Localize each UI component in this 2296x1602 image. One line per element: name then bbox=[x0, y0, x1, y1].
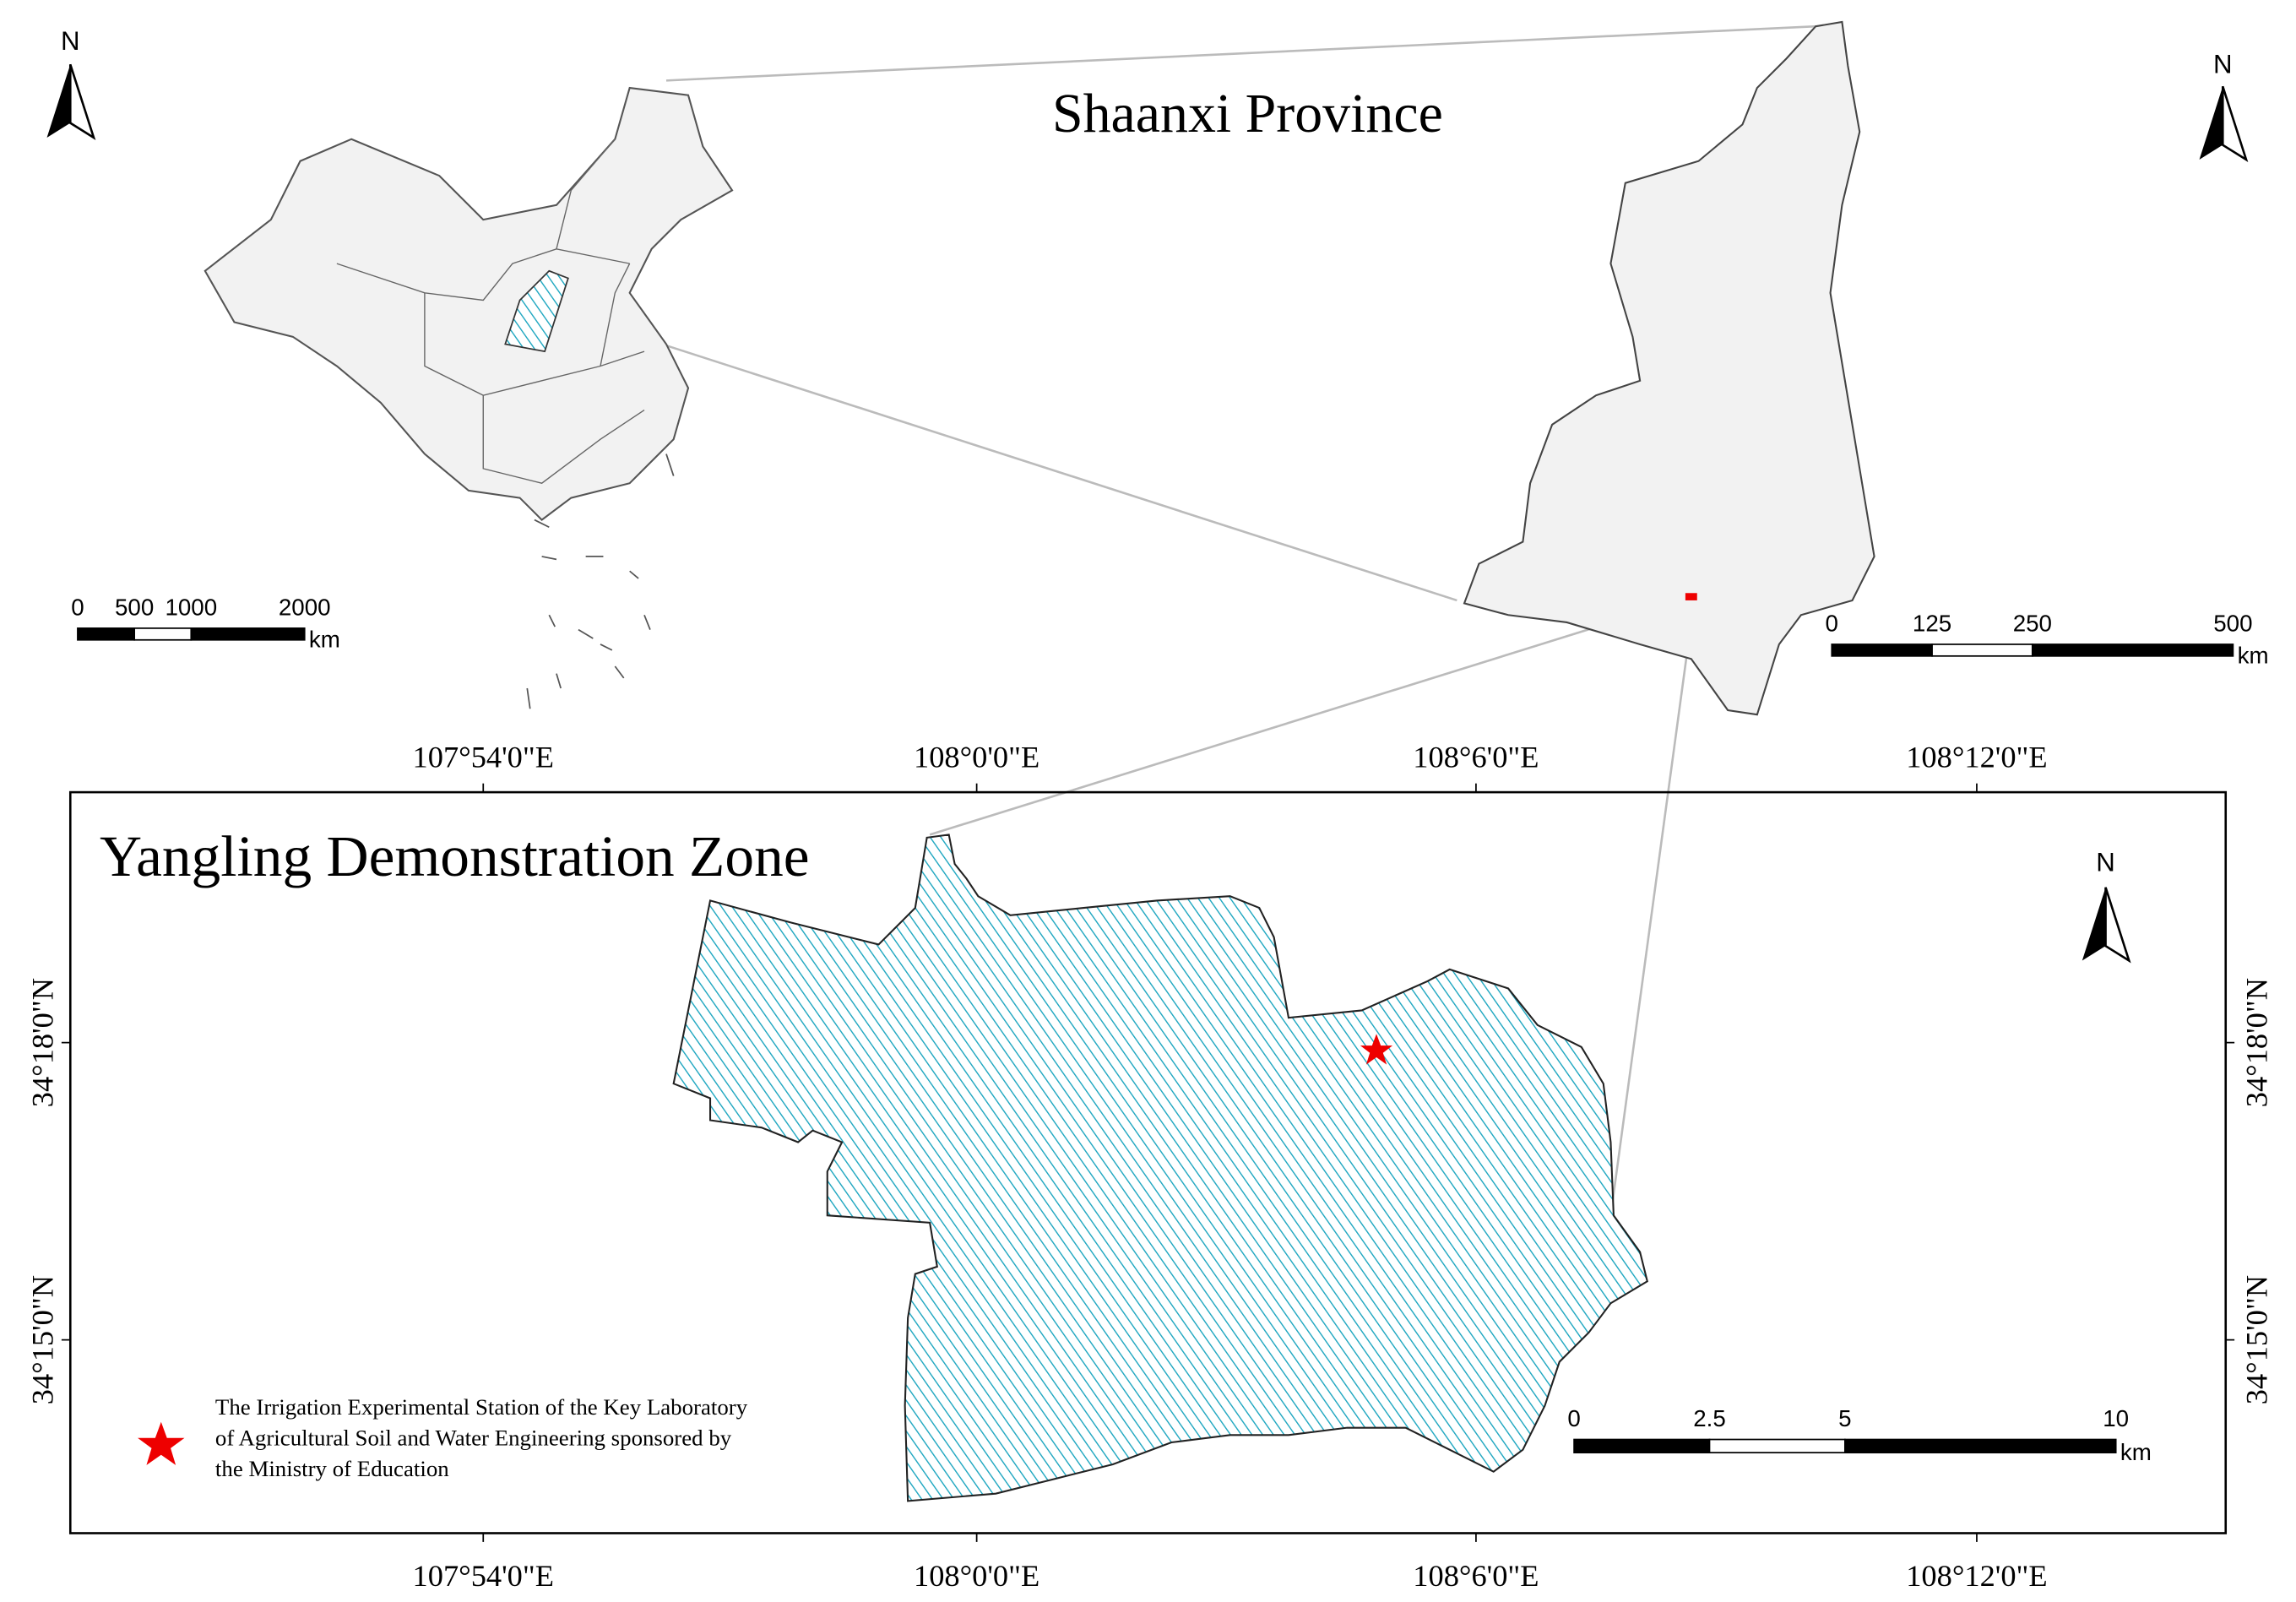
north-label: N bbox=[2096, 848, 2115, 877]
scale-label: 2000 bbox=[279, 594, 331, 620]
legend: The Irrigation Experimental Station of t… bbox=[215, 1394, 748, 1481]
longitude-label: 107°54'0"E bbox=[413, 741, 554, 774]
scale-bar: 0 500 1000 2000 km bbox=[71, 594, 340, 652]
legend-text: of Agricultural Soil and Water Engineeri… bbox=[215, 1425, 732, 1450]
graticule-labels: 107°54'0"E 107°54'0"E 108°0'0"E 108°0'0"E 10… bbox=[25, 741, 2273, 1593]
scale-label: 250 bbox=[2013, 610, 2052, 636]
north-label: N bbox=[2213, 50, 2233, 79]
longitude-label: 107°54'0"E bbox=[413, 1559, 554, 1593]
scale-label: 500 bbox=[2213, 610, 2252, 636]
legend-marker bbox=[138, 1421, 185, 1465]
scale-segment bbox=[190, 627, 306, 641]
latitude-label: 34°18'0"N bbox=[25, 978, 59, 1107]
scale-segment bbox=[1844, 1438, 2117, 1453]
north-arrow bbox=[2081, 886, 2130, 962]
longitude-label: 108°0'0"E bbox=[914, 741, 1039, 774]
north-arrow bbox=[2198, 85, 2248, 161]
scale-label: 125 bbox=[1913, 610, 1951, 636]
scale-bar: 0 2.5 5 10 km bbox=[1567, 1405, 2151, 1465]
connector-lines bbox=[570, 24, 1816, 1216]
scale-unit: km bbox=[309, 626, 340, 652]
longitude-label: 108°6'0"E bbox=[1413, 1559, 1539, 1593]
longitude-label: 108°12'0"E bbox=[1906, 1559, 2047, 1593]
map-title: Shaanxi Province bbox=[1052, 83, 1443, 144]
scale-segment bbox=[1831, 644, 1933, 657]
scale-label: 0 bbox=[1826, 610, 1838, 636]
legend-text: the Ministry of Education bbox=[215, 1456, 449, 1481]
latitude-label: 34°18'0"N bbox=[2239, 978, 2273, 1107]
yangling-map: Yangling Demonstration Zone N 0 2.5 5 10km … bbox=[25, 741, 2273, 1593]
scale-unit: km bbox=[2238, 643, 2269, 669]
scale-segment bbox=[1573, 1438, 1711, 1453]
map-title: Yangling Demonstration Zone bbox=[100, 824, 810, 889]
scale-segment bbox=[77, 627, 136, 641]
scale-segment bbox=[2031, 644, 2234, 657]
scale-segment bbox=[1931, 644, 2033, 657]
station-marker bbox=[1360, 1034, 1393, 1065]
scale-label: 0 bbox=[71, 594, 84, 620]
china-map: N 0 500 1000 2000 km bbox=[46, 26, 734, 709]
scale-label: 10 bbox=[2103, 1405, 2129, 1431]
shaanxi-map: Shaanxi Province N 0 125 250 500 km bbox=[1052, 20, 2269, 716]
scale-segment bbox=[133, 627, 193, 641]
scale-label: 5 bbox=[1838, 1405, 1851, 1431]
scale-label: 0 bbox=[1567, 1405, 1580, 1431]
longitude-label: 108°12'0"E bbox=[1906, 741, 2047, 774]
legend-text: The Irrigation Experimental Station of t… bbox=[215, 1394, 748, 1420]
latitude-label: 34°15'0"N bbox=[25, 1275, 59, 1404]
scale-segment bbox=[1708, 1438, 1846, 1453]
longitude-label: 108°6'0"E bbox=[1413, 741, 1539, 774]
scale-label: 500 bbox=[115, 594, 154, 620]
latitude-label: 34°15'0"N bbox=[2239, 1275, 2273, 1404]
scale-label: 1000 bbox=[165, 594, 217, 620]
scale-unit: km bbox=[2120, 1439, 2152, 1465]
longitude-label: 108°0'0"E bbox=[914, 1559, 1039, 1593]
north-arrow bbox=[46, 62, 95, 139]
map-frame bbox=[68, 790, 2228, 1534]
yangling-location bbox=[1685, 593, 1697, 600]
scale-label: 2.5 bbox=[1693, 1405, 1726, 1431]
north-label: N bbox=[61, 26, 80, 56]
scale-bar: 0 125 250 500 km bbox=[1826, 610, 2269, 668]
